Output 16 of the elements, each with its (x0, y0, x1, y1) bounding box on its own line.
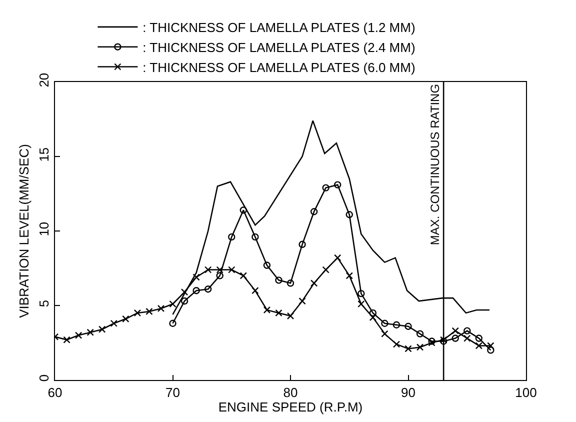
y-tick-label: 0 (36, 374, 52, 382)
x-tick-label: 100 (515, 384, 537, 400)
ref-line-label: MAX. CONTINUOUS RATING (428, 84, 442, 246)
x-tick-label: 70 (166, 384, 180, 400)
x-axis-title: ENGINE SPEED (R.P.M) (218, 400, 363, 415)
x-tick-label: 80 (283, 384, 298, 400)
legend-label: : THICKNESS OF LAMELLA PLATES (1.2 MM) (142, 20, 416, 36)
legend-label: : THICKNESS OF LAMELLA PLATES (2.4 MM) (142, 40, 416, 55)
y-axis-title: VIBRATION LEVEL(MM/SEC) (16, 144, 32, 318)
y-tick-label: 15 (36, 147, 52, 162)
y-tick-label: 10 (36, 222, 52, 236)
legend-label: : THICKNESS OF LAMELLA PLATES (6.0 MM) (142, 60, 416, 75)
y-tick-label: 5 (36, 300, 52, 308)
x-tick-label: 60 (48, 384, 62, 400)
y-tick-label: 20 (36, 72, 52, 88)
x-tick-label: 90 (401, 384, 416, 400)
